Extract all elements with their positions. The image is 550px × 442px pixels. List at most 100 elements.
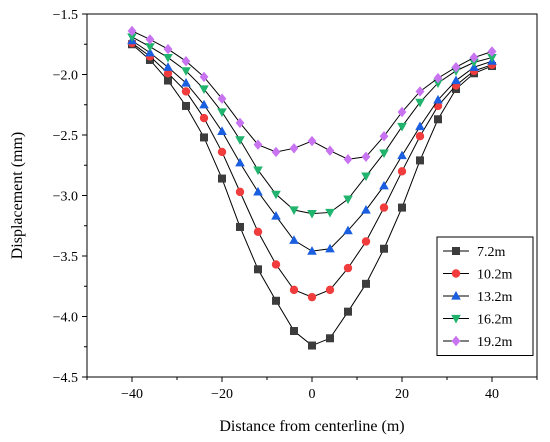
data-point (379, 149, 389, 159)
data-point (379, 180, 389, 190)
data-point (253, 166, 263, 176)
data-point (199, 71, 209, 83)
data-point (181, 67, 191, 76)
legend-label: 16.2m (477, 313, 513, 328)
y-tick-label: −4.5 (53, 371, 78, 386)
y-tick-label: −1.5 (53, 8, 78, 23)
y-tick-label: −2.5 (53, 129, 78, 144)
data-point (271, 190, 281, 200)
data-point (181, 77, 191, 87)
axis-ticks: −40 −20 0 20 40 −4.5 −4.0 −3.5 −3.0 −2.5 −2.0 −1.5 (53, 8, 538, 402)
data-point (415, 86, 425, 97)
data-point (181, 87, 191, 96)
data-point (163, 53, 173, 63)
series-19.2m (127, 25, 497, 165)
data-point (200, 133, 208, 142)
data-point (308, 341, 316, 350)
legend-marker (451, 335, 461, 347)
data-point (235, 136, 245, 145)
data-point (380, 244, 388, 253)
data-point (434, 115, 442, 124)
data-point (127, 25, 137, 37)
data-point (272, 296, 280, 305)
data-point (217, 93, 227, 104)
legend-label: 10.2m (477, 268, 513, 283)
data-point (343, 195, 353, 205)
data-point (217, 126, 227, 135)
data-point (217, 147, 227, 157)
data-point (290, 327, 298, 336)
data-point (164, 76, 172, 85)
y-tick-label: −3.0 (53, 190, 78, 205)
data-point (145, 34, 155, 45)
data-point (289, 206, 299, 216)
data-point (379, 203, 389, 212)
data-point (271, 211, 281, 220)
legend-label: 7.2m (477, 245, 506, 260)
legend-marker (452, 247, 460, 255)
data-point (145, 47, 155, 57)
data-point (325, 285, 335, 295)
data-point (235, 157, 245, 167)
x-tick-label: 0 (309, 387, 316, 402)
data-point (253, 139, 263, 150)
data-point (343, 225, 353, 235)
data-point (415, 121, 425, 131)
data-point (361, 151, 371, 162)
data-point (253, 227, 263, 236)
data-point (344, 307, 352, 316)
legend: 7.2m 10.2m 13.2m 16.2m 19.2m (436, 236, 534, 356)
data-point (433, 79, 443, 88)
data-point (451, 62, 461, 73)
series-layer (127, 25, 497, 350)
data-point (199, 113, 209, 123)
data-point (199, 99, 209, 109)
y-tick-label: −4.0 (53, 311, 78, 326)
data-point (182, 101, 190, 110)
x-tick-label: 20 (395, 387, 409, 402)
data-point (361, 172, 371, 182)
data-point (325, 145, 335, 156)
y-tick-label: −3.5 (53, 250, 78, 265)
data-point (145, 43, 155, 52)
data-point (343, 154, 353, 165)
data-point (326, 334, 334, 343)
data-point (289, 235, 299, 244)
data-point (397, 106, 407, 118)
data-point (487, 53, 497, 63)
series-13.2m (127, 35, 497, 255)
data-point (307, 292, 317, 302)
data-point (361, 237, 371, 246)
data-point (127, 33, 137, 42)
y-axis-title: Displacement (mm) (9, 132, 26, 260)
legend-label: 13.2m (477, 290, 513, 305)
x-tick-label: −20 (211, 387, 233, 402)
data-point (398, 203, 406, 212)
data-point (163, 69, 173, 78)
data-point (253, 186, 263, 196)
data-point (397, 167, 407, 176)
x-tick-label: 40 (485, 387, 499, 402)
data-point (289, 143, 299, 154)
data-point (217, 108, 227, 118)
legend-label: 19.2m (477, 335, 513, 350)
data-point (163, 43, 173, 55)
data-point (416, 156, 424, 165)
data-point (415, 132, 425, 141)
y-tick-label: −2.0 (53, 69, 78, 84)
data-point (362, 279, 370, 288)
data-point (235, 187, 245, 197)
x-axis-title: Distance from centerline (m) (219, 418, 404, 435)
data-point (397, 150, 407, 160)
data-point (469, 52, 479, 63)
data-point (271, 146, 281, 158)
data-point (397, 122, 407, 132)
legend-marker (451, 314, 461, 324)
data-point (415, 98, 425, 108)
x-tick-label: −40 (121, 387, 143, 402)
data-point (218, 174, 226, 183)
data-point (469, 58, 479, 68)
data-point (181, 55, 191, 67)
data-point (325, 208, 335, 218)
